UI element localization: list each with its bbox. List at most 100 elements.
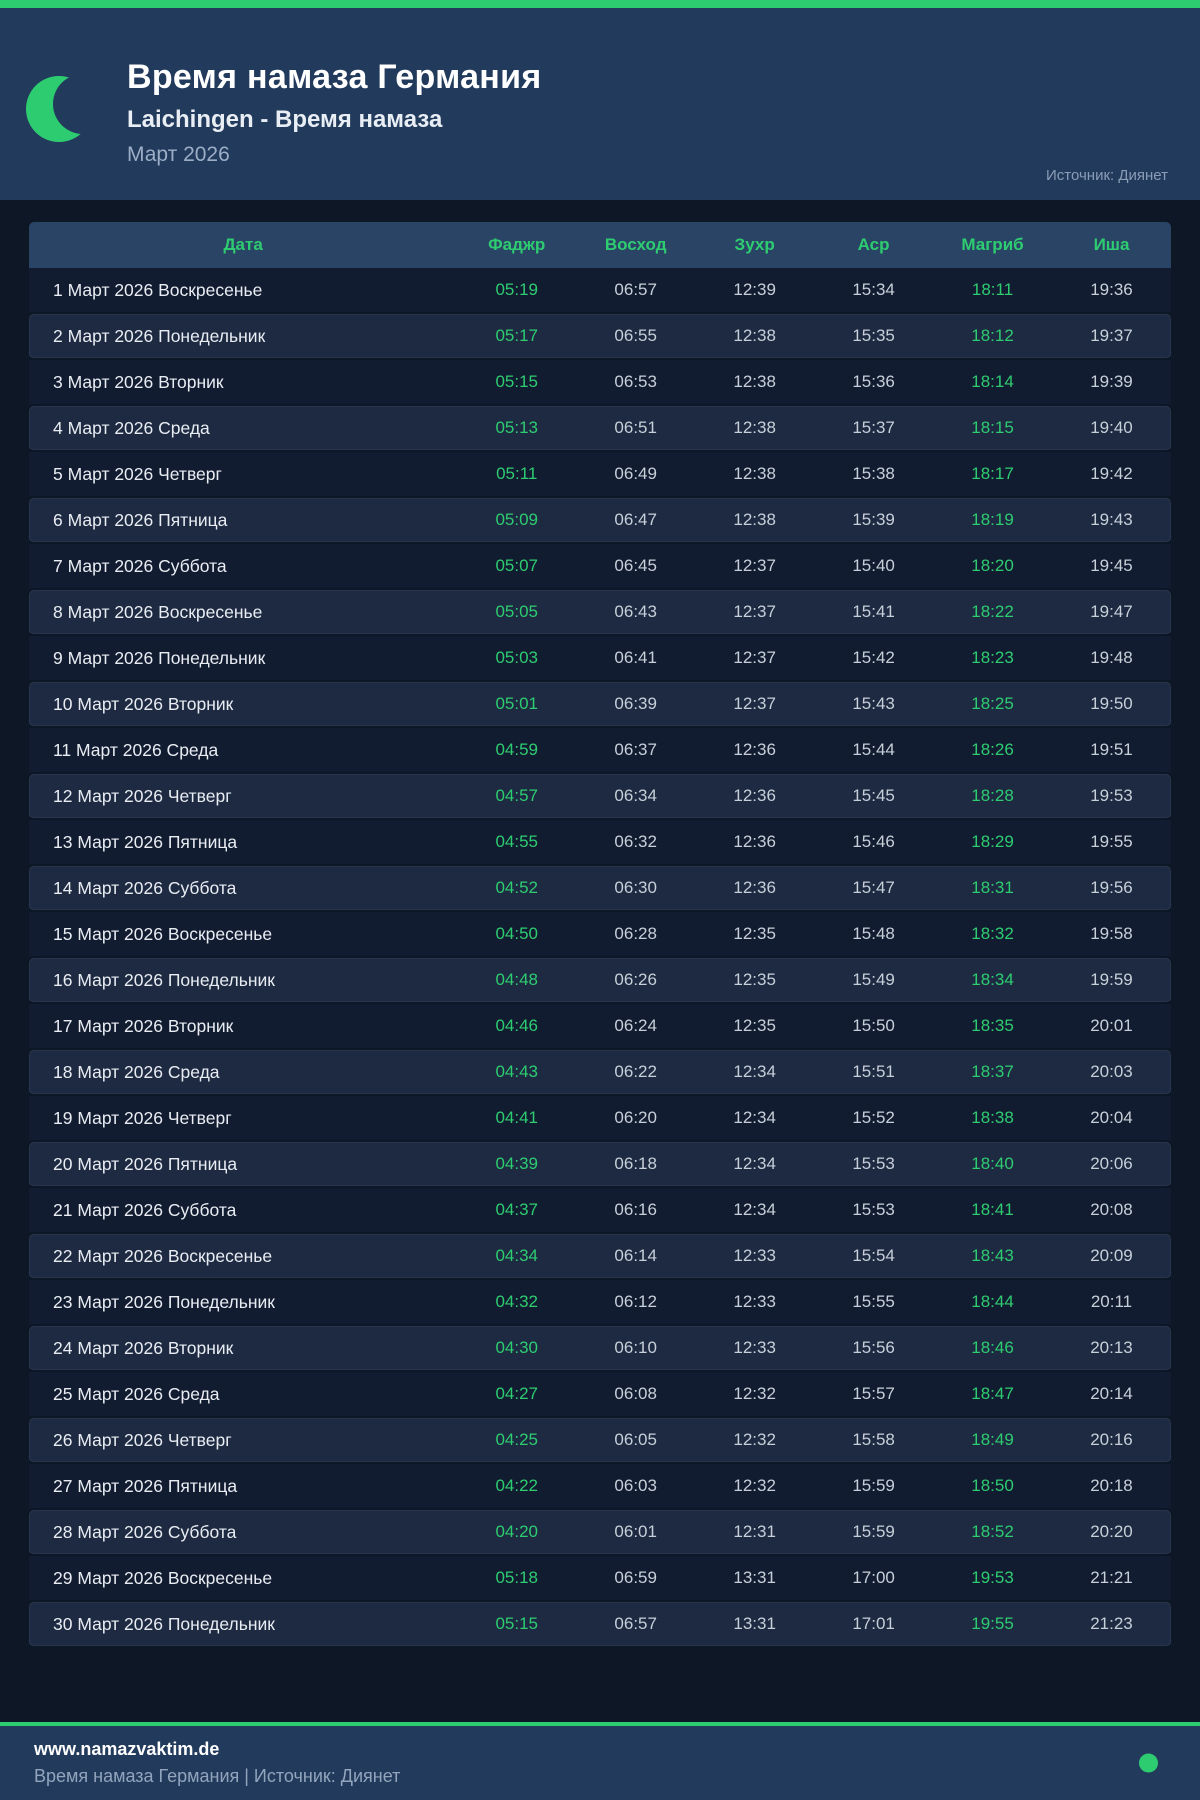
table-row: 16 Март 2026 Понедельник 04:48 06:26 12:35 1…	[29, 958, 1171, 1004]
date-cell: 3 Март 2026 Вторник	[53, 371, 224, 392]
time-cell-asr: 15:50	[852, 1016, 895, 1035]
time-cell-maghrib: 18:12	[971, 326, 1014, 345]
time-cell-sunrise: 06:03	[614, 1476, 657, 1495]
time-cell-sunrise: 06:59	[614, 1568, 657, 1587]
date-cell: 29 Март 2026 Воскресенье	[53, 1567, 273, 1588]
time-cell-isha: 19:53	[1090, 786, 1133, 805]
time-cell-dhuhr: 12:32	[733, 1384, 776, 1403]
table-row: 5 Март 2026 Четверг 05:11 06:49 12:38 15:38 1…	[29, 452, 1171, 498]
time-cell-fajr: 05:01	[495, 694, 538, 713]
time-cell-maghrib: 18:32	[971, 924, 1014, 943]
date-cell: 13 Март 2026 Пятница	[53, 831, 238, 852]
date-cell: 30 Март 2026 Понедельник	[53, 1613, 275, 1634]
time-cell-dhuhr: 12:34	[733, 1154, 776, 1173]
time-cell-isha: 20:13	[1090, 1338, 1133, 1357]
time-cell-dhuhr: 12:38	[733, 326, 776, 345]
date-cell: 2 Март 2026 Понедельник	[53, 325, 266, 346]
time-cell-maghrib: 19:53	[971, 1568, 1014, 1587]
date-cell: 25 Март 2026 Среда	[53, 1383, 220, 1404]
time-cell-sunrise: 06:39	[614, 694, 657, 713]
time-cell-dhuhr: 12:33	[733, 1292, 776, 1311]
time-cell-asr: 15:59	[852, 1522, 895, 1541]
time-cell-fajr: 05:03	[495, 648, 538, 667]
time-cell-fajr: 04:37	[495, 1200, 538, 1219]
time-cell-sunrise: 06:01	[614, 1522, 657, 1541]
time-cell-asr: 17:00	[852, 1568, 895, 1587]
time-cell-isha: 20:08	[1090, 1200, 1133, 1219]
time-cell-asr: 15:36	[852, 372, 895, 391]
time-cell-fajr: 04:59	[495, 740, 538, 759]
table-row: 19 Март 2026 Четверг 04:41 06:20 12:34 15:52…	[29, 1096, 1171, 1142]
date-cell: 11 Март 2026 Среда	[53, 739, 219, 760]
time-cell-isha: 20:06	[1090, 1154, 1133, 1173]
table-row: 12 Март 2026 Четверг 04:57 06:34 12:36 15:45…	[29, 774, 1171, 820]
time-cell-maghrib: 18:15	[971, 418, 1014, 437]
time-cell-isha: 19:36	[1090, 280, 1133, 299]
time-cell-asr: 15:37	[852, 418, 895, 437]
time-cell-fajr: 04:48	[495, 970, 538, 989]
time-cell-isha: 20:03	[1090, 1062, 1133, 1081]
time-cell-dhuhr: 12:37	[733, 556, 776, 575]
time-cell-asr: 15:41	[852, 602, 895, 621]
time-cell-sunrise: 06:55	[614, 326, 657, 345]
date-cell: 24 Март 2026 Вторник	[53, 1337, 234, 1358]
time-cell-isha: 19:45	[1090, 556, 1133, 575]
table-row: 1 Март 2026 Воскресенье 05:19 06:57 12:39 15…	[29, 268, 1171, 314]
time-cell-sunrise: 06:28	[614, 924, 657, 943]
time-cell-maghrib: 18:40	[971, 1154, 1014, 1173]
time-cell-dhuhr: 12:36	[733, 786, 776, 805]
crescent-moon-icon	[26, 74, 95, 142]
time-cell-dhuhr: 12:35	[733, 970, 776, 989]
time-cell-asr: 15:54	[852, 1246, 895, 1265]
table-row: 15 Март 2026 Воскресенье 04:50 06:28 12:35 1…	[29, 912, 1171, 958]
table-row: 20 Март 2026 Пятница 04:39 06:18 12:34 15:53…	[29, 1142, 1171, 1188]
time-cell-dhuhr: 13:31	[733, 1568, 776, 1587]
time-cell-maghrib: 18:17	[971, 464, 1014, 483]
table-row: 30 Март 2026 Понедельник 05:15 06:57 13:31 1…	[29, 1602, 1171, 1648]
website-label: www.namazvaktim.de	[34, 1739, 220, 1759]
time-cell-isha: 20:18	[1090, 1476, 1133, 1495]
time-cell-fajr: 05:17	[495, 326, 538, 345]
time-cell-maghrib: 18:47	[971, 1384, 1014, 1403]
footer-tagline: Время намаза Германия | Источник: Диянет	[34, 1766, 401, 1786]
date-cell: 19 Март 2026 Четверг	[53, 1107, 232, 1128]
time-cell-asr: 15:43	[852, 694, 895, 713]
table-row: 4 Март 2026 Среда 05:13 06:51 12:38 15:37 18:…	[29, 406, 1171, 452]
time-cell-asr: 15:38	[852, 464, 895, 483]
time-cell-maghrib: 18:26	[971, 740, 1014, 759]
time-cell-maghrib: 18:37	[971, 1062, 1014, 1081]
time-cell-sunrise: 06:51	[614, 418, 657, 437]
time-cell-asr: 15:58	[852, 1430, 895, 1449]
time-cell-asr: 15:44	[852, 740, 895, 759]
time-cell-maghrib: 18:50	[971, 1476, 1014, 1495]
time-cell-fajr: 04:39	[495, 1154, 538, 1173]
table-row: 22 Март 2026 Воскресенье 04:34 06:14 12:33 1…	[29, 1234, 1171, 1280]
time-cell-dhuhr: 12:32	[733, 1476, 776, 1495]
time-cell-asr: 17:01	[852, 1614, 895, 1633]
table-row: 7 Март 2026 Суббота 05:07 06:45 12:37 15:40 1…	[29, 544, 1171, 590]
time-cell-sunrise: 06:16	[614, 1200, 657, 1219]
date-cell: 8 Март 2026 Воскресенье	[53, 601, 263, 622]
time-cell-dhuhr: 12:36	[733, 878, 776, 897]
time-cell-fajr: 05:18	[495, 1568, 538, 1587]
time-cell-isha: 19:42	[1090, 464, 1133, 483]
time-cell-maghrib: 18:29	[971, 832, 1014, 851]
time-cell-sunrise: 06:41	[614, 648, 657, 667]
time-cell-dhuhr: 12:37	[733, 602, 776, 621]
date-cell: 16 Март 2026 Понедельник	[53, 969, 275, 990]
time-cell-isha: 19:43	[1090, 510, 1133, 529]
table-row: 11 Март 2026 Среда 04:59 06:37 12:36 15:44 18…	[29, 728, 1171, 774]
time-cell-maghrib: 18:23	[971, 648, 1014, 667]
header: Время намаза Германия Laichingen - Время…	[0, 8, 1200, 200]
date-cell: 21 Март 2026 Суббота	[53, 1199, 237, 1220]
table-row: 27 Март 2026 Пятница 04:22 06:03 12:32 15:59…	[29, 1464, 1171, 1510]
time-cell-maghrib: 18:38	[971, 1108, 1014, 1127]
time-cell-sunrise: 06:57	[614, 280, 657, 299]
time-cell-isha: 19:58	[1090, 924, 1133, 943]
time-cell-dhuhr: 13:31	[733, 1614, 776, 1633]
date-cell: 28 Март 2026 Суббота	[53, 1521, 237, 1542]
column-header-dhuhr: Зухр	[734, 235, 775, 254]
time-cell-isha: 19:39	[1090, 372, 1133, 391]
time-cell-fajr: 04:52	[495, 878, 538, 897]
